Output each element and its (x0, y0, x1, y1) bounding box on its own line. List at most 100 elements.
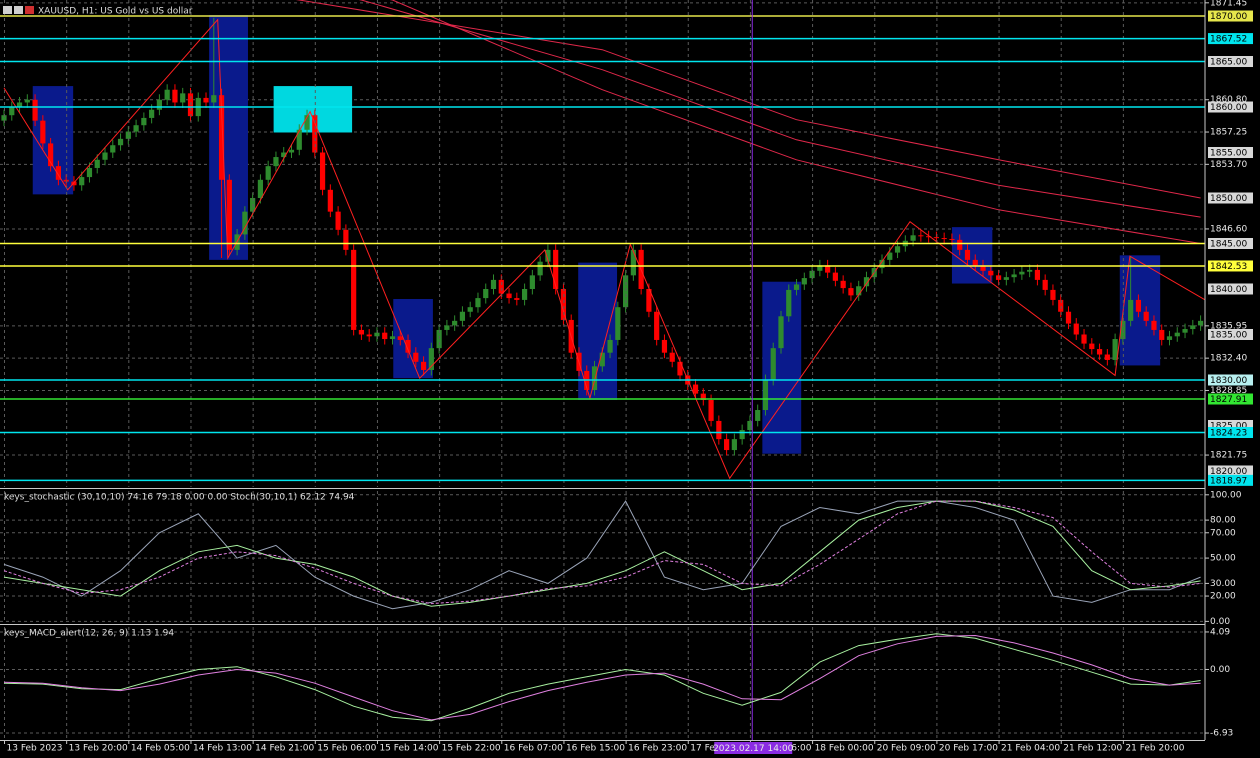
x-tick-label: 21 Feb 20:00 (1125, 744, 1184, 754)
candle-body (793, 284, 800, 290)
level-label: 1824.23 (1210, 428, 1247, 438)
candle-body (1174, 332, 1180, 337)
candle-body (24, 99, 30, 103)
candle-body (1104, 354, 1110, 360)
candle-body (964, 249, 971, 260)
candle-body (1050, 289, 1056, 300)
candle-body (1019, 271, 1025, 275)
y-tick-label: 80.00 (1210, 516, 1236, 526)
candle-body (1151, 320, 1157, 330)
candle-body (615, 307, 621, 340)
candle-body (405, 339, 411, 353)
y-tick-label: 1860.80 (1210, 95, 1247, 105)
x-tick-label: 13 Feb 2023 (7, 744, 63, 754)
candle-body (1027, 269, 1033, 272)
candle-body (755, 410, 761, 421)
candle-body (288, 149, 295, 153)
level-label: 1860.00 (1210, 103, 1247, 113)
crosshair-label-bg (714, 742, 793, 754)
candle-body (389, 336, 396, 340)
candle-body (1182, 329, 1188, 333)
x-tick-label: 14 Feb 21:00 (255, 744, 314, 754)
level-label-bg (1208, 474, 1253, 486)
level-label: 1855.00 (1210, 149, 1247, 159)
candle-body (164, 89, 170, 100)
candle-body (646, 288, 652, 312)
candle-body (770, 348, 776, 380)
pane (0, 0, 1205, 480)
candle-body (786, 289, 792, 317)
candle-body (1197, 320, 1204, 326)
candle-body (1089, 343, 1095, 350)
candle-body (452, 320, 458, 326)
candle-body (521, 288, 528, 300)
y-tick-label: 4.09 (1210, 627, 1230, 637)
candle-body (879, 259, 885, 269)
level-label: 1842.53 (1210, 262, 1247, 272)
candle-body (840, 280, 846, 289)
candle-body (1042, 279, 1048, 290)
indicator-line (3, 500, 1201, 610)
candle-body (1159, 329, 1165, 340)
indicator-line (3, 633, 1201, 722)
candle-body (778, 316, 784, 349)
candle-body (560, 288, 567, 320)
candle-body (79, 177, 85, 186)
candle-body (281, 152, 287, 158)
y-tick-label: 0.00 (1210, 617, 1230, 627)
candle-body (1065, 311, 1072, 324)
candle-body (304, 115, 310, 130)
candle-body (436, 329, 442, 349)
candle-body (48, 143, 54, 167)
candle-body (910, 235, 916, 241)
candle-body (957, 239, 963, 250)
signal-zone (951, 227, 993, 284)
candle-body (630, 249, 636, 276)
level-label: 1825.00 (1210, 421, 1247, 431)
candle-body (949, 238, 955, 240)
y-tick-label: 50.00 (1210, 554, 1236, 564)
frame (0, 0, 1206, 741)
x-tick-label: 15 Feb 22:00 (442, 744, 501, 754)
candle-body (553, 249, 559, 289)
signal-zone (762, 281, 802, 454)
y-tick-label: 20.00 (1210, 592, 1236, 602)
candle-body (117, 138, 124, 146)
candle-body (133, 125, 139, 132)
candle-body (599, 352, 605, 367)
candle-body (545, 249, 551, 262)
level-label-bg (1208, 101, 1253, 113)
candle-body (1034, 269, 1041, 280)
candle-body (250, 198, 256, 212)
y-tick-label: -6.93 (1210, 729, 1233, 739)
x-tick-label: 18 Feb 00:00 (815, 744, 874, 754)
candle-body (366, 334, 372, 337)
y-tick-label: 1857.25 (1210, 128, 1247, 138)
candle-body (739, 430, 745, 440)
candle-body (257, 179, 264, 199)
candle-body (607, 339, 613, 353)
candle-body (149, 109, 155, 118)
level-label: 1827.91 (1210, 395, 1247, 405)
level-label-bg (1208, 419, 1253, 431)
candle-body (203, 97, 209, 103)
candle-body (180, 93, 186, 103)
candle-body (296, 129, 302, 150)
candle-body (894, 246, 901, 253)
level-label-bg (1208, 465, 1253, 477)
moving-average (389, 0, 1201, 244)
candle-body (358, 329, 365, 335)
y-tick-label: 30.00 (1210, 579, 1236, 589)
level-label-bg (1208, 393, 1253, 405)
candle-body (661, 339, 668, 353)
x-tick-label: 21 Feb 12:00 (1063, 744, 1122, 754)
candle-body (420, 361, 427, 370)
candle-body (397, 336, 403, 340)
candle-body (125, 131, 131, 139)
candle-body (343, 229, 349, 250)
candle-body (677, 361, 683, 376)
moving-average (358, 0, 1201, 218)
candle-body (413, 352, 419, 362)
